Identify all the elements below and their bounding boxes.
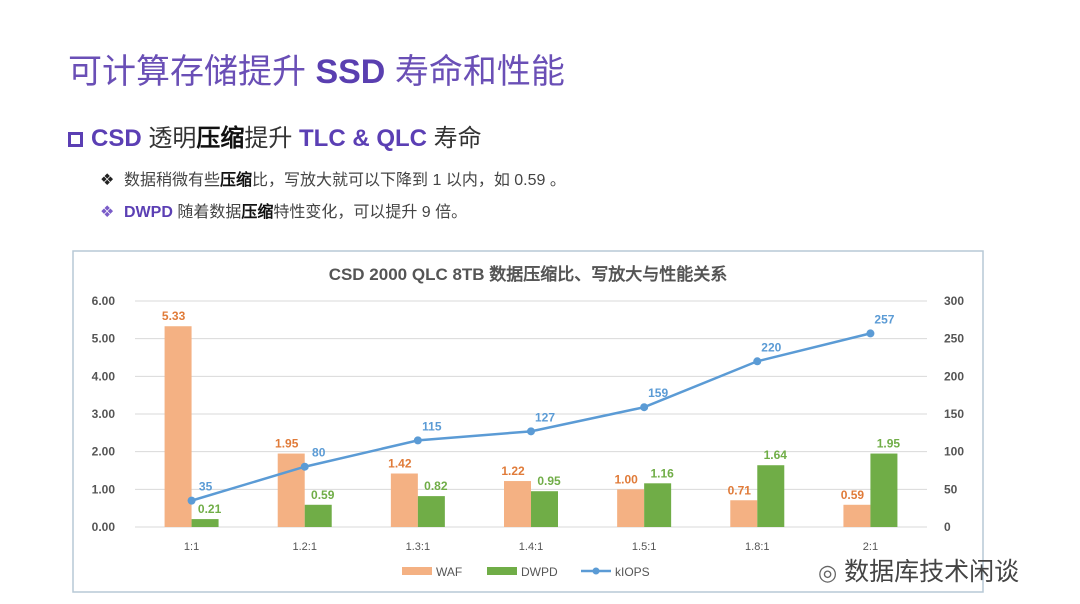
title-text: 可计算存储提升 <box>68 53 316 91</box>
bullet-text: 比，写放大就可以下降到 1 以内，如 0.59 。 <box>252 172 566 189</box>
legend-marker <box>592 567 600 575</box>
y-right-tick: 300 <box>944 294 964 308</box>
data-label-dwpd: 0.95 <box>537 474 561 488</box>
x-tick: 1.4:1 <box>519 541 543 553</box>
legend-label: DWPD <box>521 565 558 579</box>
bar-waf <box>617 489 645 527</box>
y-right-tick: 100 <box>944 445 964 459</box>
subtitle-text: 寿命 <box>427 125 482 152</box>
bullet-1: ❖ 数据稍微有些压缩比，写放大就可以下降到 1 以内，如 0.59 。 <box>100 166 566 190</box>
watermark: ◎ 数据库技术闲谈 <box>818 558 1019 587</box>
data-label-dwpd: 1.16 <box>650 466 674 480</box>
data-label-waf: 1.95 <box>275 437 299 451</box>
title-text-end: 寿命和性能 <box>385 53 565 91</box>
diamond-bullet-icon: ❖ <box>100 204 115 221</box>
data-label-kiops: 159 <box>648 386 668 400</box>
point-kiops <box>527 427 535 436</box>
y-left-tick: 0.00 <box>92 520 116 534</box>
point-kiops <box>413 436 422 445</box>
data-label-kiops: 115 <box>422 419 442 433</box>
bullet-bold: 压缩 <box>220 172 253 189</box>
x-tick: 1:1 <box>184 541 199 553</box>
diamond-bullet-icon: ❖ <box>100 172 115 189</box>
data-label-kiops: 257 <box>874 312 894 326</box>
point-kiops <box>866 329 875 338</box>
bullet-2: ❖ DWPD 随着数据压缩特性变化，可以提升 9 倍。 <box>100 198 467 222</box>
data-label-kiops: 80 <box>312 446 326 460</box>
data-label-dwpd: 0.59 <box>311 488 335 502</box>
data-label-dwpd: 1.64 <box>764 448 788 462</box>
x-tick: 1.3:1 <box>406 541 430 553</box>
subtitle-text: 透明 <box>141 125 197 152</box>
bar-dwpd <box>191 519 219 527</box>
y-right-tick: 200 <box>944 369 964 383</box>
bullet-text: 特性变化，可以提升 9 倍。 <box>273 204 468 221</box>
y-right-tick: 0 <box>944 520 951 534</box>
bar-waf <box>730 500 758 527</box>
subtitle-tlc-qlc: TLC & QLC <box>299 125 427 152</box>
y-right-tick: 50 <box>944 482 958 496</box>
slide-title: 可计算存储提升 SSD 寿命和性能 <box>68 44 565 93</box>
subtitle-text: 提升 <box>244 125 300 152</box>
point-kiops <box>640 403 649 412</box>
slide-subtitle: CSD 透明压缩提升 TLC & QLC 寿命 <box>68 118 482 153</box>
data-label-waf: 0.71 <box>728 483 752 497</box>
subtitle-bold: 压缩 <box>196 125 245 152</box>
y-left-tick: 5.00 <box>92 332 116 346</box>
legend-label: WAF <box>436 565 462 579</box>
bullet-text: 数据稍微有些 <box>124 172 221 189</box>
x-tick: 1.8:1 <box>745 541 769 553</box>
bar-waf <box>843 504 871 527</box>
data-label-dwpd: 1.95 <box>877 437 901 451</box>
bar-waf <box>390 473 418 527</box>
point-kiops <box>187 496 196 505</box>
y-left-tick: 3.00 <box>92 407 116 421</box>
data-label-waf: 1.42 <box>388 457 412 471</box>
subtitle-csd: CSD <box>91 125 142 152</box>
bar-dwpd <box>757 465 785 527</box>
legend-swatch-dwpd <box>487 567 517 575</box>
bullet-bold: 压缩 <box>241 204 274 221</box>
bar-waf <box>277 453 305 527</box>
y-right-tick: 250 <box>944 332 964 346</box>
data-label-kiops: 35 <box>199 480 213 494</box>
watermark-text: 数据库技术闲谈 <box>844 558 1020 586</box>
bar-dwpd <box>870 453 898 527</box>
y-left-tick: 6.00 <box>92 294 116 308</box>
checkbox-bullet-icon <box>68 132 83 147</box>
title-ssd: SSD <box>315 53 386 91</box>
bullet-text: 随着数据 <box>172 204 242 221</box>
bullet-lead: DWPD <box>124 204 173 221</box>
data-label-waf: 5.33 <box>162 309 186 323</box>
bar-dwpd <box>304 504 332 527</box>
x-tick: 1.2:1 <box>292 541 316 553</box>
data-label-dwpd: 0.21 <box>198 502 222 516</box>
legend-label: kIOPS <box>615 565 650 579</box>
legend-swatch-waf <box>402 567 432 575</box>
data-label-waf: 1.22 <box>501 464 525 478</box>
data-label-waf: 0.59 <box>841 488 865 502</box>
data-label-waf: 1.00 <box>614 472 638 486</box>
data-label-dwpd: 0.82 <box>424 479 448 493</box>
wechat-icon: ◎ <box>818 560 838 585</box>
bar-waf <box>504 481 531 527</box>
bar-dwpd <box>417 496 445 527</box>
point-kiops <box>300 462 309 471</box>
chart-frame <box>72 250 984 593</box>
x-tick: 1.5:1 <box>632 541 656 553</box>
point-kiops <box>753 357 762 366</box>
bar-waf <box>164 326 192 527</box>
chart-title: CSD 2000 QLC 8TB 数据压缩比、写放大与性能关系 <box>329 264 728 284</box>
y-left-tick: 4.00 <box>92 369 116 383</box>
data-label-kiops: 127 <box>535 410 555 424</box>
bar-dwpd <box>644 483 672 527</box>
x-tick: 2:1 <box>863 541 878 553</box>
data-label-kiops: 220 <box>761 340 781 354</box>
bar-dwpd <box>531 491 558 527</box>
y-right-tick: 150 <box>944 407 964 421</box>
y-left-tick: 1.00 <box>92 482 116 496</box>
y-left-tick: 2.00 <box>92 445 116 459</box>
